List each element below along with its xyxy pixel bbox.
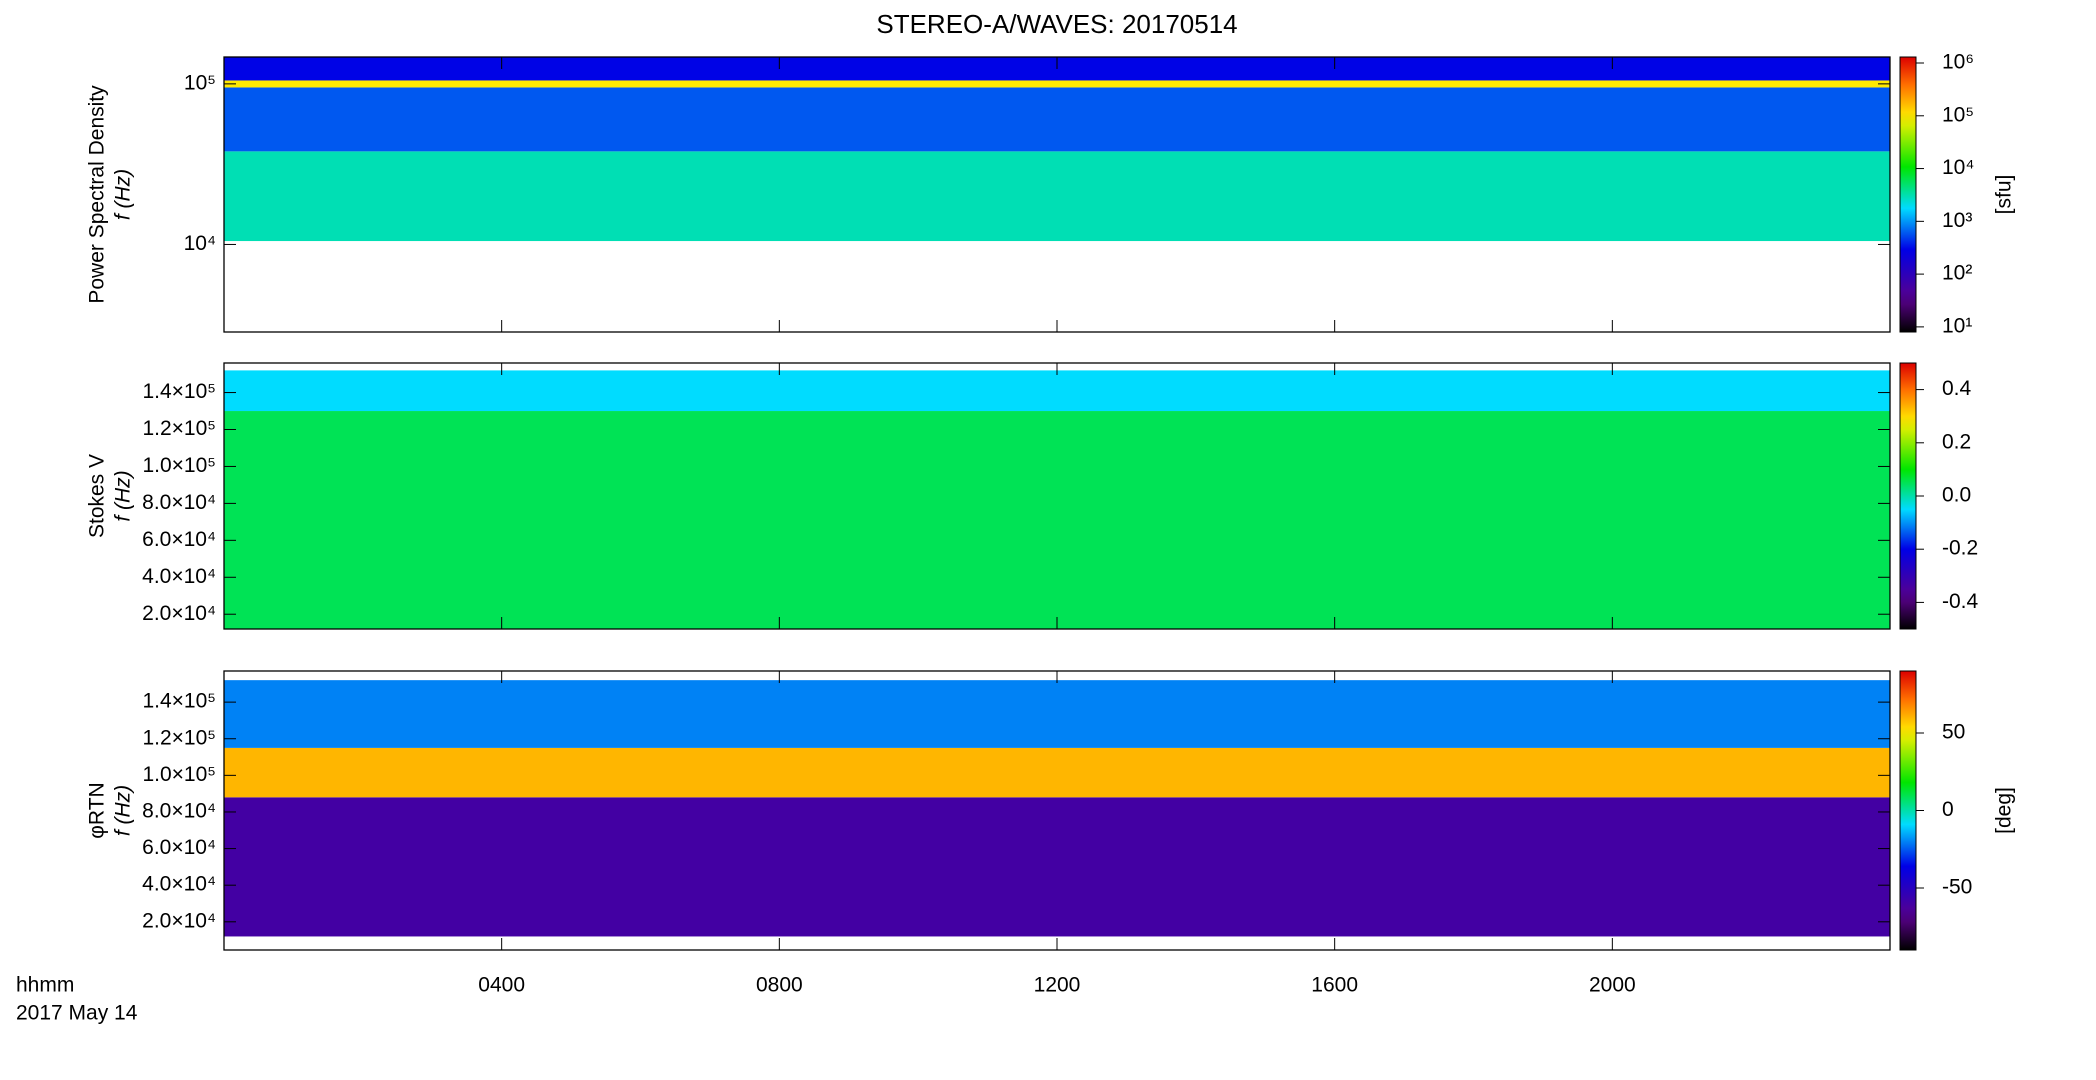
colorbar bbox=[1899, 670, 1917, 951]
y-tick-label: 1.0×10⁵ bbox=[142, 454, 216, 477]
x-tick-label: 2000 bbox=[1589, 974, 1636, 997]
spectrogram-band bbox=[224, 747, 1890, 798]
y-axis-label: f (Hz) bbox=[112, 785, 135, 836]
colorbar bbox=[1899, 362, 1917, 630]
y-tick-label: 8.0×10⁴ bbox=[142, 800, 216, 823]
colorbar-tick-label: 50 bbox=[1942, 721, 1965, 744]
chart-title: STEREO-A/WAVES: 20170514 bbox=[876, 9, 1237, 39]
colorbar-tick-label: 10² bbox=[1942, 262, 1972, 285]
colorbar-tick-label: -0.4 bbox=[1942, 590, 1979, 613]
x-axis-label: 2017 May 14 bbox=[16, 1002, 138, 1025]
spectrogram-band bbox=[224, 151, 1890, 242]
x-tick-label: 1600 bbox=[1311, 974, 1358, 997]
y-tick-label: 1.2×10⁵ bbox=[142, 417, 216, 440]
x-tick-label: 0400 bbox=[478, 974, 525, 997]
x-axis-label: hhmm bbox=[16, 974, 74, 997]
spectrogram-band bbox=[224, 680, 1890, 748]
y-axis-label: f (Hz) bbox=[112, 470, 135, 521]
y-tick-label: 1.2×10⁵ bbox=[142, 726, 216, 749]
colorbar-tick-label: 0 bbox=[1942, 798, 1954, 821]
colorbar-tick-label: -50 bbox=[1942, 876, 1972, 899]
x-tick-label: 0800 bbox=[756, 974, 803, 997]
y-tick-label: 8.0×10⁴ bbox=[142, 491, 216, 514]
y-axis-label: Stokes V bbox=[86, 454, 109, 538]
colorbar-label: [deg] bbox=[1993, 787, 2016, 834]
spectrogram-band bbox=[224, 797, 1890, 937]
colorbar bbox=[1899, 56, 1917, 333]
y-tick-label: 1.4×10⁵ bbox=[142, 690, 216, 713]
y-tick-label: 4.0×10⁴ bbox=[142, 873, 216, 896]
colorbar-tick-label: 0.0 bbox=[1942, 484, 1971, 507]
y-tick-label: 4.0×10⁴ bbox=[142, 565, 216, 588]
y-tick-label: 10⁴ bbox=[184, 232, 216, 255]
colorbar-tick-label: 10⁵ bbox=[1942, 103, 1974, 126]
colorbar-label: [sfu] bbox=[1993, 175, 2016, 215]
colorbar-tick-label: 10³ bbox=[1942, 209, 1972, 232]
y-axis-label: Power Spectral Density bbox=[86, 85, 109, 304]
colorbar-tick-label: 0.2 bbox=[1942, 430, 1971, 453]
y-tick-label: 1.4×10⁵ bbox=[142, 380, 216, 403]
x-tick-label: 1200 bbox=[1034, 974, 1081, 997]
colorbar-tick-label: 0.4 bbox=[1942, 377, 1972, 400]
spectrogram-band bbox=[224, 411, 1890, 629]
spectrogram-band bbox=[224, 370, 1890, 412]
colorbar-tick-label: -0.2 bbox=[1942, 537, 1978, 560]
y-tick-label: 6.0×10⁴ bbox=[142, 836, 216, 859]
y-tick-label: 6.0×10⁴ bbox=[142, 528, 216, 551]
y-tick-label: 2.0×10⁴ bbox=[142, 909, 216, 932]
y-axis-label: f (Hz) bbox=[112, 169, 135, 220]
y-tick-label: 2.0×10⁴ bbox=[142, 602, 216, 625]
y-axis-label: φRTN bbox=[86, 782, 109, 838]
spectrogram-band bbox=[224, 87, 1890, 152]
y-tick-label: 10⁵ bbox=[184, 71, 216, 94]
colorbar-tick-label: 10⁶ bbox=[1942, 51, 1974, 74]
colorbar-tick-label: 10⁴ bbox=[1942, 156, 1974, 179]
colorbar-tick-label: 10¹ bbox=[1942, 314, 1972, 337]
spectrogram-band bbox=[224, 80, 1890, 88]
y-tick-label: 1.0×10⁵ bbox=[142, 763, 216, 786]
